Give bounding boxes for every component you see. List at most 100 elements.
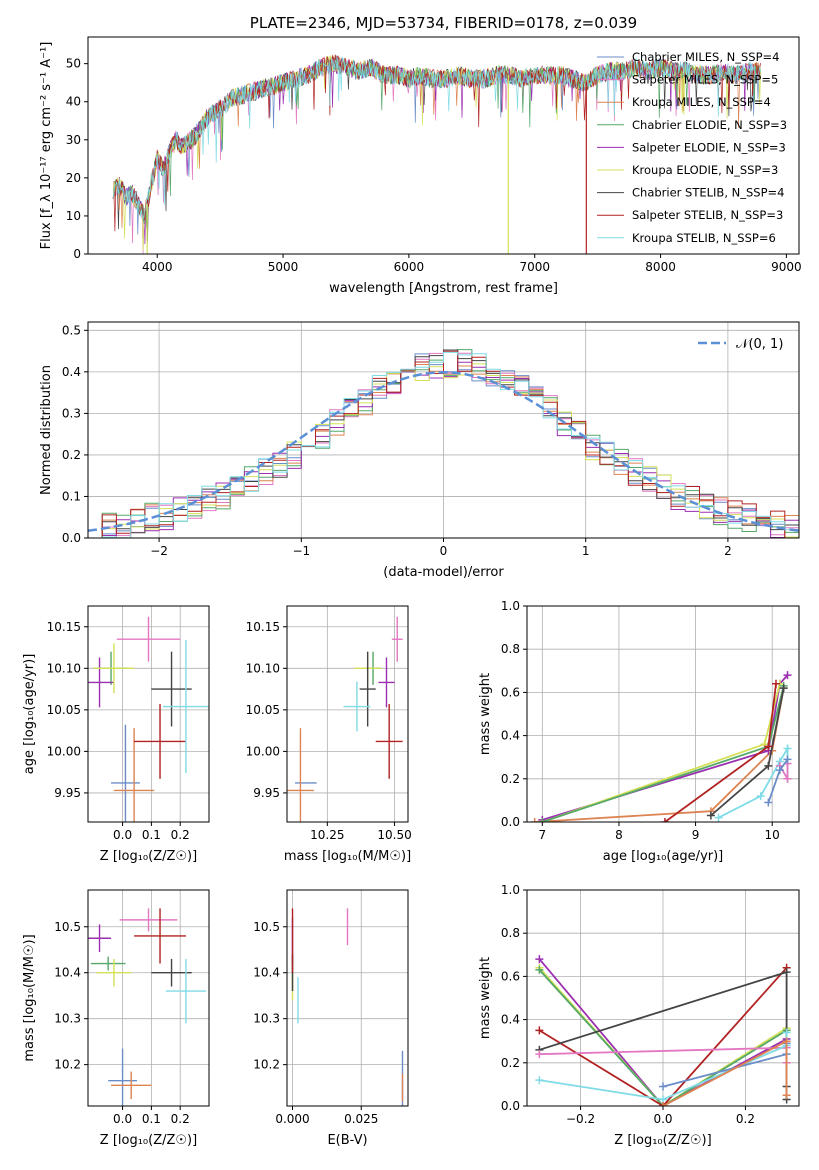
y-tick-label: 0.4: [501, 729, 520, 743]
weight-marker: [756, 792, 765, 801]
weight-marker: [782, 1091, 791, 1100]
panel-residuals: −2 −1 0 1 2 0.0 0.1 0.2 0.3 0.4 0.5 (data-model)/er…: [39, 321, 800, 580]
x-tick-label: −0.2: [566, 1112, 595, 1126]
legend: Chabrier MILES, N_SSP=4 Salpeter MILES, N…: [597, 50, 787, 245]
y-axis-label: mass weight: [478, 957, 493, 1039]
axes-frame: [526, 605, 800, 823]
legend-label: Salpeter ELODIE, N_SSP=3: [632, 140, 786, 154]
y-axis-label: Flux [f_λ 10⁻¹⁷ erg cm⁻² s⁻¹ A⁻¹]: [39, 42, 54, 250]
weight-marker: [530, 818, 539, 822]
weight-marker: [764, 742, 773, 751]
y-tick-label: 10.00: [47, 744, 81, 758]
x-tick-label: 8000: [645, 260, 676, 274]
weight-marker: [764, 798, 773, 807]
plot-area: [88, 908, 207, 1106]
legend-label: 𝒩(0, 1): [736, 337, 783, 352]
weight-line: [538, 967, 788, 1106]
y-axis-label: mass weight: [478, 673, 493, 755]
panel-weight_vs_age: 7 8 9 10 0.0 0.2 0.4 0.6 0.8 1.0 age [log₁₀(age/yr…: [478, 599, 800, 864]
x-axis-label: mass [log₁₀(M/M☉)]: [284, 849, 411, 864]
y-tick-label: 0.6: [501, 685, 520, 699]
x-tick-label: 2: [724, 544, 732, 558]
x-axis-label: E(B-V): [327, 1133, 367, 1148]
weight-marker: [764, 761, 773, 770]
weight-marker: [659, 1102, 667, 1106]
y-tick-label: 1.0: [501, 883, 520, 897]
x-tick-label: 0.2: [171, 828, 190, 842]
legend-label: Kroupa STELIB, N_SSP=6: [632, 231, 776, 245]
weight-marker: [782, 1028, 791, 1037]
weight-marker: [714, 813, 723, 822]
y-tick-label: 0.3: [62, 406, 81, 420]
weight-marker: [775, 766, 784, 775]
y-tick-label: 10.2: [54, 1058, 81, 1072]
axes-frame: [87, 36, 800, 255]
x-tick-label: 10.25: [310, 828, 344, 842]
y-tick-label: 50: [66, 57, 81, 71]
y-tick-label: 40: [66, 95, 81, 109]
legend-label: Chabrier ELODIE, N_SSP=3: [632, 118, 787, 132]
y-tick-label: 0.2: [62, 448, 81, 462]
y-tick-label: 0: [73, 247, 81, 261]
x-tick-label: 0.0: [653, 1112, 672, 1126]
y-tick-label: 10.3: [54, 1012, 81, 1026]
axes-frame: [87, 605, 210, 823]
y-tick-label: 10.15: [47, 620, 81, 634]
x-tick-label: 0.0: [113, 1112, 132, 1126]
y-axis-label: Normed distribution: [39, 365, 54, 495]
y-tick-label: 10.05: [246, 703, 280, 717]
x-axis-label: (data-model)/error: [383, 565, 504, 580]
chart-title: PLATE=2346, MJD=53734, FIBERID=0178, z=0…: [250, 14, 637, 32]
x-tick-label: 1: [582, 544, 590, 558]
x-tick-label: −1: [292, 544, 310, 558]
y-tick-label: 9.95: [54, 786, 81, 800]
plot-area: [112, 54, 761, 254]
spectrum-line: [112, 56, 761, 220]
x-tick-label: 0.0: [113, 828, 132, 842]
legend-label: Chabrier STELIB, N_SSP=4: [632, 186, 784, 200]
panel-age_vs_Z: 0.0 0.1 0.2 9.95 10.00 10.05 10.10 10.15 Z [log₁…: [22, 605, 210, 864]
x-tick-label: −2: [150, 544, 168, 558]
normal-curve: [88, 371, 799, 532]
weight-marker: [535, 965, 544, 974]
x-axis-label: Z [log₁₀(Z/Z☉)]: [100, 1133, 197, 1148]
x-axis-label: Z [log₁₀(Z/Z☉)]: [100, 849, 197, 864]
y-tick-label: 10.5: [253, 920, 280, 934]
y-tick-label: 20: [66, 171, 81, 185]
y-tick-label: 0.0: [501, 815, 520, 829]
y-tick-label: 10.00: [246, 744, 280, 758]
axes-frame: [87, 889, 210, 1107]
y-tick-label: 0.6: [501, 969, 520, 983]
weight-line: [542, 685, 785, 822]
weight-marker: [538, 818, 547, 822]
weight-line: [538, 958, 788, 1106]
weight-line: [534, 687, 785, 822]
weight-marker: [535, 1050, 544, 1059]
x-tick-label: 5000: [268, 260, 299, 274]
legend-label: Kroupa ELODIE, N_SSP=3: [632, 163, 778, 177]
y-tick-label: 10.10: [47, 661, 81, 675]
x-tick-label: 7: [539, 828, 547, 842]
x-tick-label: 9: [692, 828, 700, 842]
x-tick-label: 7000: [519, 260, 550, 274]
y-tick-label: 0.0: [501, 1099, 520, 1113]
y-tick-label: 1.0: [501, 599, 520, 613]
x-tick-label: 10: [765, 828, 780, 842]
y-tick-label: 0.0: [62, 531, 81, 545]
weight-marker: [783, 755, 792, 764]
weight-marker: [659, 1082, 667, 1091]
panel-mass_vs_Z: 0.0 0.1 0.2 10.2 10.3 10.4 10.5 Z [log₁₀(Z/Z☉)]…: [22, 889, 210, 1148]
x-axis-label: age [log₁₀(age/yr)]: [603, 849, 724, 864]
axes-frame: [526, 889, 800, 1107]
legend-label: Kroupa MILES, N_SSP=4: [632, 95, 771, 109]
y-tick-label: 10: [66, 209, 81, 223]
legend-label: Chabrier MILES, N_SSP=4: [632, 50, 779, 64]
weight-marker: [783, 671, 792, 680]
weight-marker: [535, 1076, 544, 1085]
plot-area: [535, 955, 791, 1106]
y-tick-label: 0.4: [501, 1013, 520, 1027]
y-tick-label: 30: [66, 133, 81, 147]
weight-marker: [535, 955, 544, 964]
weight-line: [538, 969, 788, 1106]
y-tick-label: 10.3: [253, 1012, 280, 1026]
